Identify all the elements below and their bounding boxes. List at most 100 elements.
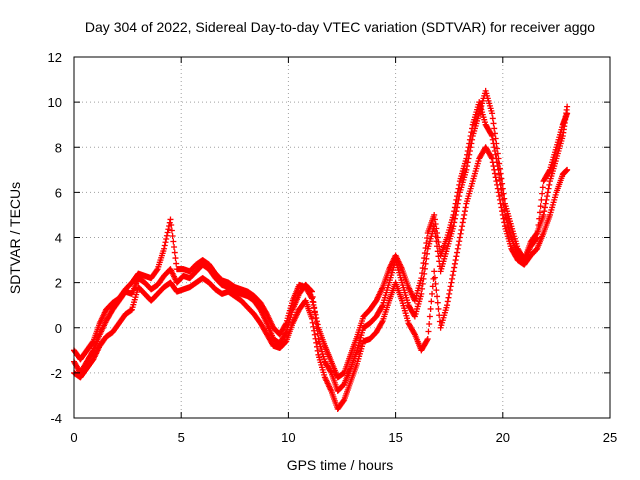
data-point	[545, 185, 552, 192]
y-tick-label: 10	[48, 95, 62, 110]
data-point	[500, 201, 507, 208]
data-point	[311, 308, 318, 315]
data-point	[421, 255, 428, 262]
data-point	[431, 211, 438, 218]
data-point	[311, 331, 318, 338]
x-tick-label: 20	[496, 430, 510, 445]
data-point	[541, 208, 548, 215]
data-point	[463, 166, 470, 173]
data-point	[436, 243, 443, 250]
data-point	[308, 295, 315, 302]
data-point	[494, 185, 501, 192]
data-point	[493, 155, 500, 162]
data-point	[535, 221, 542, 228]
data-point	[311, 305, 318, 312]
data-point	[446, 287, 453, 294]
y-tick-label: -4	[50, 411, 62, 426]
data-point	[459, 219, 466, 226]
data-point	[454, 193, 461, 200]
data-point	[447, 283, 454, 290]
data-point	[445, 294, 452, 301]
data-point	[499, 191, 506, 198]
data-point	[426, 320, 433, 327]
data-point	[455, 242, 462, 249]
data-point	[444, 302, 451, 309]
data-point	[536, 209, 543, 216]
data-point	[168, 227, 175, 234]
data-point	[434, 293, 441, 300]
data-point	[456, 181, 463, 188]
data-point	[491, 144, 498, 151]
data-point	[434, 229, 441, 236]
y-axis-title: SDTVAR / TECUs	[7, 182, 23, 294]
data-point	[489, 136, 496, 143]
data-point	[421, 250, 428, 257]
x-tick-label: 25	[603, 430, 617, 445]
data-point	[433, 225, 440, 232]
data-point	[424, 337, 431, 344]
data-point	[172, 255, 179, 262]
data-point	[541, 204, 548, 211]
data-point	[546, 181, 553, 188]
data-point	[418, 290, 425, 297]
data-point	[451, 208, 458, 215]
data-point	[168, 221, 175, 228]
data-point	[451, 204, 458, 211]
data-point	[469, 125, 476, 132]
data-point	[170, 238, 177, 245]
data-point	[490, 140, 497, 147]
data-point	[312, 311, 319, 318]
data-point	[454, 189, 461, 196]
data-point	[453, 196, 460, 203]
data-point	[419, 265, 426, 272]
data-point	[496, 176, 503, 183]
axis-ticks	[73, 56, 611, 419]
data-point	[491, 125, 498, 132]
data-point	[432, 280, 439, 287]
data-point	[491, 148, 498, 155]
data-point	[435, 239, 442, 246]
data-point	[451, 264, 458, 271]
data-point	[310, 323, 317, 330]
data-point	[493, 178, 500, 185]
data-point	[308, 294, 315, 301]
data-point	[494, 159, 501, 166]
data-point	[423, 240, 430, 247]
data-point	[340, 397, 347, 404]
data-point	[450, 268, 457, 275]
y-tick-label: 0	[55, 321, 62, 336]
data-point	[496, 171, 503, 178]
data-point	[171, 244, 178, 251]
data-point	[161, 242, 168, 249]
data-point	[497, 200, 504, 207]
data-point	[424, 336, 431, 343]
data-point	[309, 319, 316, 326]
data-point	[461, 211, 468, 218]
data-point	[163, 236, 170, 243]
data-point	[420, 260, 427, 267]
data-point	[431, 268, 438, 275]
data-point	[456, 234, 463, 241]
data-point	[436, 312, 443, 319]
data-point	[466, 136, 473, 143]
data-point	[489, 132, 496, 139]
data-point	[462, 204, 469, 211]
data-point	[153, 267, 160, 274]
data-point	[428, 298, 435, 305]
x-tick-label: 5	[178, 430, 185, 445]
data-point	[446, 290, 453, 297]
y-tick-label: -2	[50, 366, 62, 381]
data-point	[492, 174, 499, 181]
data-point	[314, 347, 321, 354]
data-point	[543, 196, 550, 203]
data-point	[444, 298, 451, 305]
data-point	[533, 235, 540, 242]
data-point	[435, 305, 442, 312]
data-point	[494, 163, 501, 170]
data-point	[379, 303, 386, 310]
data-point	[312, 335, 319, 342]
data-point	[432, 220, 439, 227]
data-point	[434, 234, 441, 241]
data-point	[164, 229, 171, 236]
x-axis-title: GPS time / hours	[287, 457, 394, 473]
